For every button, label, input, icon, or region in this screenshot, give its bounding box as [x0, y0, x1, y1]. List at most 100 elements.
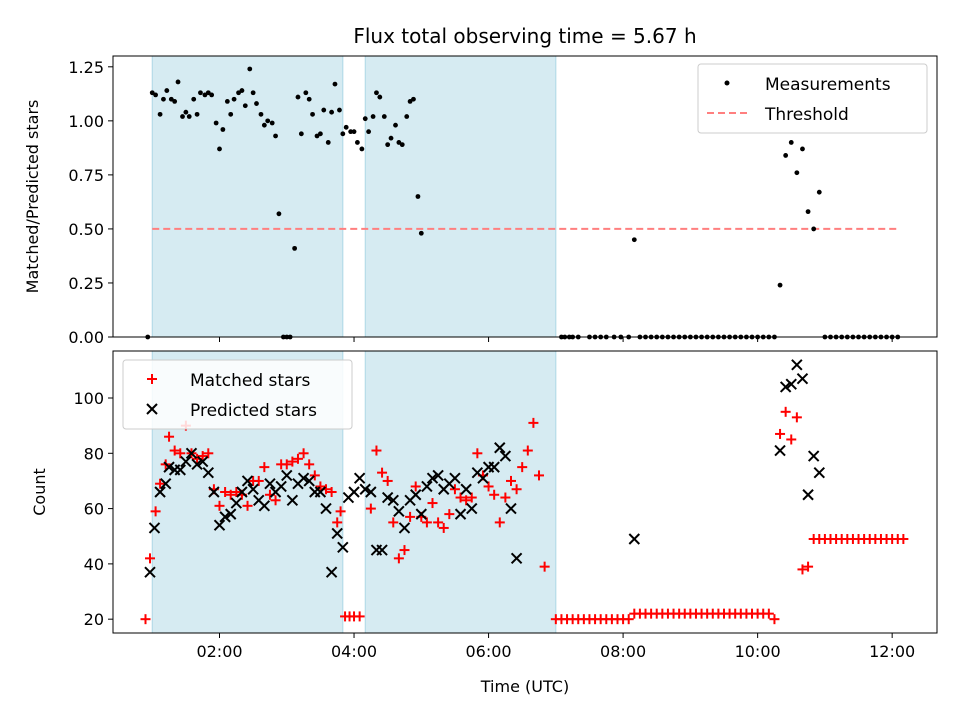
- predicted-point: [241, 475, 254, 487]
- predicted-point: [409, 489, 422, 501]
- matched-point: [466, 492, 477, 503]
- matched-point: [623, 614, 634, 625]
- measurement-point: [415, 194, 421, 199]
- measurement-point: [231, 96, 237, 102]
- predicted-point: [348, 486, 360, 498]
- matched-point: [399, 545, 410, 556]
- predicted-point: [499, 450, 512, 462]
- matched-point: [155, 478, 166, 489]
- predicted-point: [275, 480, 287, 493]
- matched-point: [528, 417, 539, 428]
- matched-point: [144, 553, 155, 564]
- measurement-point: [175, 79, 181, 85]
- legend-predicted-marker: [146, 403, 158, 415]
- matched-point: [253, 475, 264, 486]
- shaded-interval-2: [365, 56, 556, 337]
- predicted-point: [236, 486, 248, 498]
- matched-point: [494, 517, 505, 528]
- measurement-point: [788, 140, 794, 145]
- predicted-point: [387, 494, 399, 507]
- predicted-point: [477, 472, 489, 484]
- measurement-point: [191, 96, 197, 102]
- measurement-point: [183, 109, 189, 115]
- matched-point: [231, 487, 242, 497]
- predicted-point: [320, 502, 332, 515]
- x-tick-label: 06:00: [466, 642, 512, 661]
- measurement-point: [172, 98, 178, 104]
- measurement-point: [254, 101, 259, 106]
- y-tick-label: 20: [84, 610, 104, 629]
- measurement-point: [224, 98, 230, 104]
- legend-matched-symbol: [147, 374, 157, 384]
- y-tick-label: 40: [84, 555, 104, 574]
- predicted-point: [785, 378, 797, 390]
- predicted-point: [303, 475, 315, 487]
- predicted-point: [213, 519, 226, 531]
- measurement-point: [242, 103, 248, 109]
- matched-point: [298, 448, 309, 459]
- matched-point: [388, 517, 399, 528]
- bottom-legend: Matched stars Predicted stars: [122, 359, 353, 430]
- predicted-point: [494, 442, 506, 454]
- measurement-point: [250, 90, 256, 96]
- predicted-point: [376, 544, 388, 556]
- y-tick-label: 100: [73, 389, 104, 408]
- measurement-point: [295, 94, 301, 100]
- measurement-point: [217, 146, 222, 152]
- predicted-point: [281, 469, 293, 482]
- measurement-point: [310, 111, 315, 117]
- x-tick-label: 04:00: [331, 642, 377, 661]
- measurement-point: [258, 111, 264, 117]
- y-tick-label: 0.75: [68, 166, 104, 185]
- predicted-point: [466, 502, 478, 515]
- measurement-point: [348, 129, 354, 135]
- measurement-point: [362, 116, 368, 122]
- top-panel: 0.00 0.25 0.50 0.75 1.00 1.25 Flux total obse…: [23, 24, 938, 347]
- measurement-point: [220, 127, 226, 132]
- measurement-point: [404, 114, 410, 119]
- matched-point: [365, 503, 376, 514]
- matched-point: [421, 517, 432, 528]
- measurement-point: [374, 90, 379, 96]
- bottom-panel: 02:00 04:00 06:00 08:00 10:00 12:00 20 40 60 80 1…: [30, 350, 938, 696]
- predicted-point: [337, 541, 349, 554]
- measurement-point: [194, 111, 200, 117]
- matched-point: [775, 428, 786, 439]
- shaded-interval-1: [152, 56, 343, 337]
- predicted-point: [264, 477, 276, 490]
- predicted-point: [154, 486, 166, 498]
- matched-point: [335, 506, 346, 517]
- predicted-point: [258, 500, 271, 512]
- legend-matched-label: Matched stars: [190, 371, 310, 391]
- measurement-point: [153, 92, 159, 98]
- predicted-point: [208, 486, 220, 498]
- predicted-point: [174, 464, 186, 476]
- predicted-point: [505, 502, 517, 515]
- predicted-point: [159, 477, 172, 490]
- matched-point: [780, 406, 791, 417]
- matched-point: [287, 456, 298, 467]
- measurement-point: [198, 90, 203, 96]
- top-legend-box: [697, 63, 928, 134]
- measurement-point: [418, 230, 424, 236]
- matched-point: [511, 484, 522, 495]
- y-tick-label: 0.25: [68, 274, 104, 293]
- y-tick-label: 60: [84, 500, 104, 519]
- top-y-ticks: 0.00 0.25 0.50 0.75 1.00 1.25: [68, 58, 113, 347]
- measurement-point: [318, 131, 323, 137]
- matched-point: [483, 481, 494, 492]
- measurement-point: [292, 245, 298, 251]
- legend-threshold-label: Threshold: [764, 105, 849, 125]
- measurement-point: [213, 120, 219, 126]
- predicted-point: [628, 533, 641, 545]
- measurement-point: [794, 170, 800, 176]
- bottom-plot-frame: [112, 350, 938, 634]
- measurement-point: [298, 131, 304, 137]
- measurement-point: [157, 111, 163, 117]
- measurement-point: [329, 109, 335, 115]
- matched-point: [539, 561, 550, 572]
- measurement-point: [354, 140, 360, 145]
- matched-point: [803, 561, 814, 572]
- predicted-point: [314, 486, 327, 498]
